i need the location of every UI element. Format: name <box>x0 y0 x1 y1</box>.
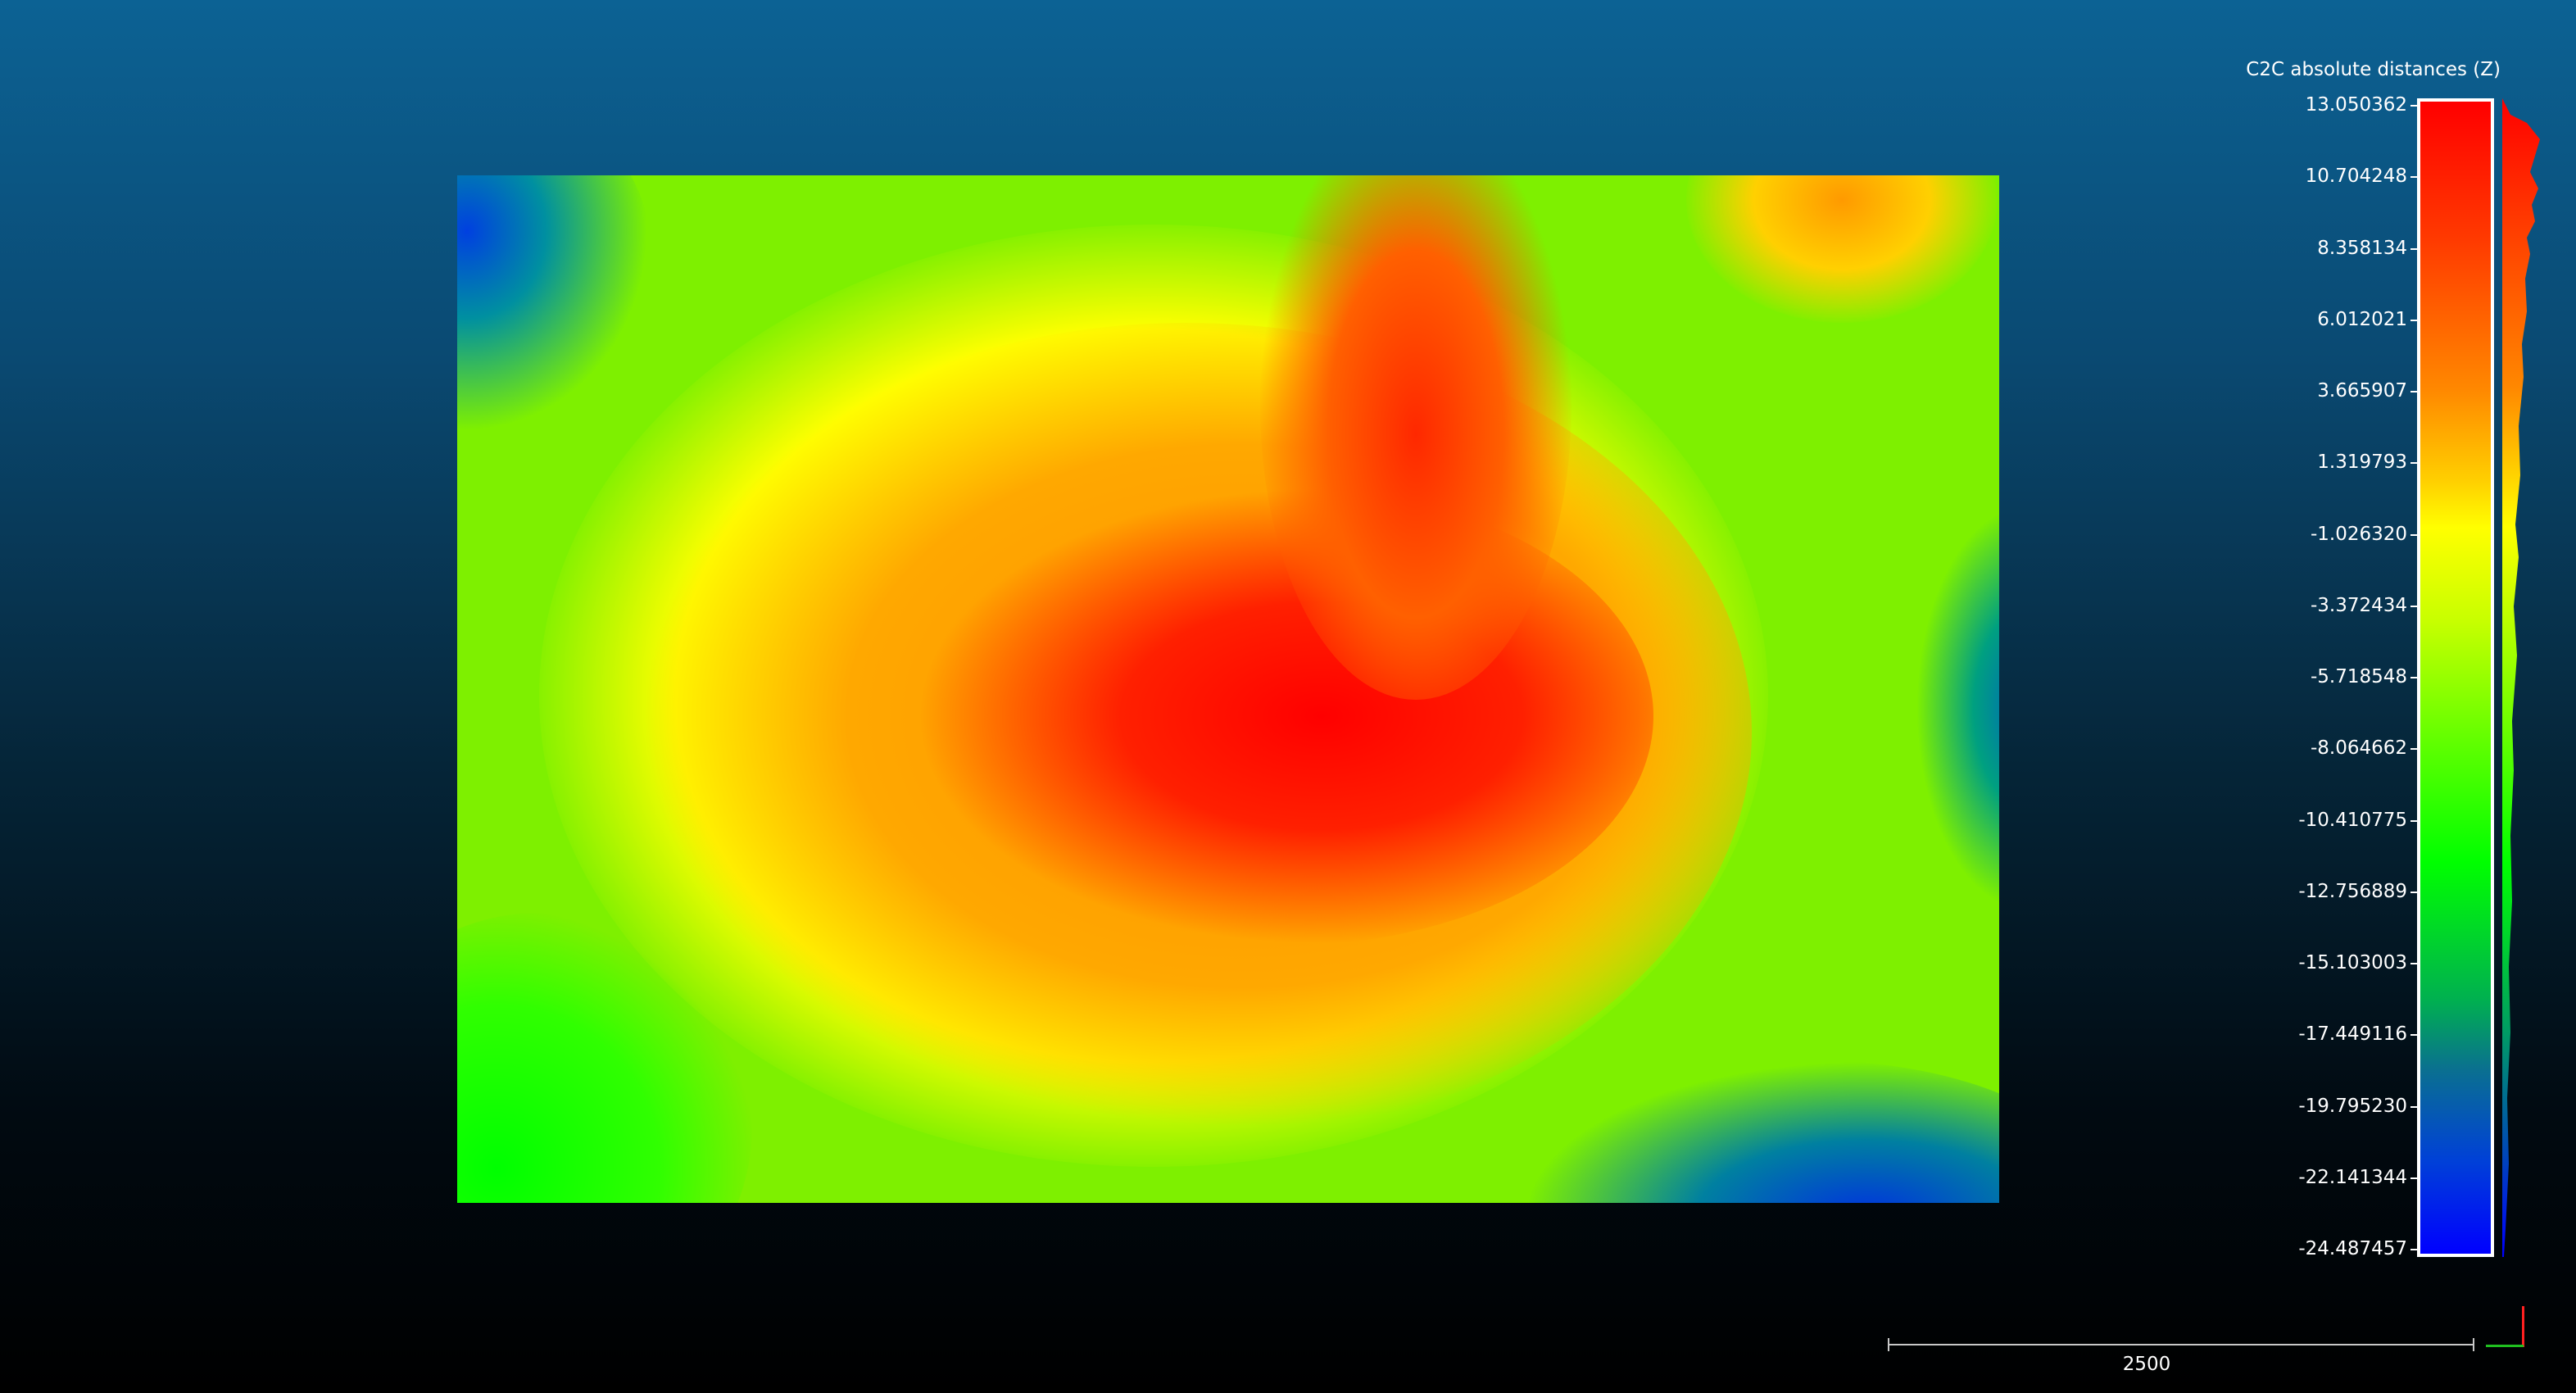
scale-tick-label: 13.050362 <box>2305 94 2420 116</box>
heatmap-orange-top-right <box>1686 175 1998 323</box>
scale-tick-label: -10.410775 <box>2298 809 2419 831</box>
scale-tick-label: -12.756889 <box>2298 880 2419 902</box>
heatmap-blue-bottom <box>1522 1060 1999 1203</box>
color-scale-bar <box>2417 98 2494 1257</box>
scale-tick-label: 10.704248 <box>2305 166 2420 188</box>
axis-y-indicator <box>2522 1306 2524 1347</box>
scale-ruler-label: 2500 <box>2122 1354 2171 1375</box>
scale-tick-label: -19.795230 <box>2298 1095 2419 1117</box>
point-cloud-heatmap[interactable] <box>457 175 1999 1203</box>
scale-tick-label: -3.372434 <box>2310 594 2420 616</box>
scale-tick-label: 8.358134 <box>2317 237 2419 259</box>
scale-tick-label: -1.026320 <box>2310 523 2420 545</box>
heatmap-blue-right <box>1916 503 1999 913</box>
scale-tick-label: -17.449116 <box>2298 1023 2419 1046</box>
axis-x-indicator <box>2486 1345 2524 1347</box>
scale-tick-label: 6.012021 <box>2317 308 2419 330</box>
heatmap-red-upper-arm <box>1260 175 1571 700</box>
scale-tick-label: 1.319793 <box>2317 451 2419 474</box>
scalar-field-title: C2C absolute distances (Z) <box>2246 59 2501 80</box>
scale-tick-label: -24.487457 <box>2298 1238 2419 1259</box>
scale-tick-label: -5.718548 <box>2310 666 2420 687</box>
scalar-histogram <box>2502 98 2540 1257</box>
scale-tick-label: -15.103003 <box>2298 952 2419 973</box>
scale-tick-label: -8.064662 <box>2310 737 2420 760</box>
heatmap-blue-top-left <box>457 175 654 438</box>
scale-tick-label: -22.141344 <box>2298 1166 2419 1188</box>
scale-ruler <box>1888 1338 2474 1351</box>
scale-tick-label: 3.665907 <box>2317 380 2419 402</box>
